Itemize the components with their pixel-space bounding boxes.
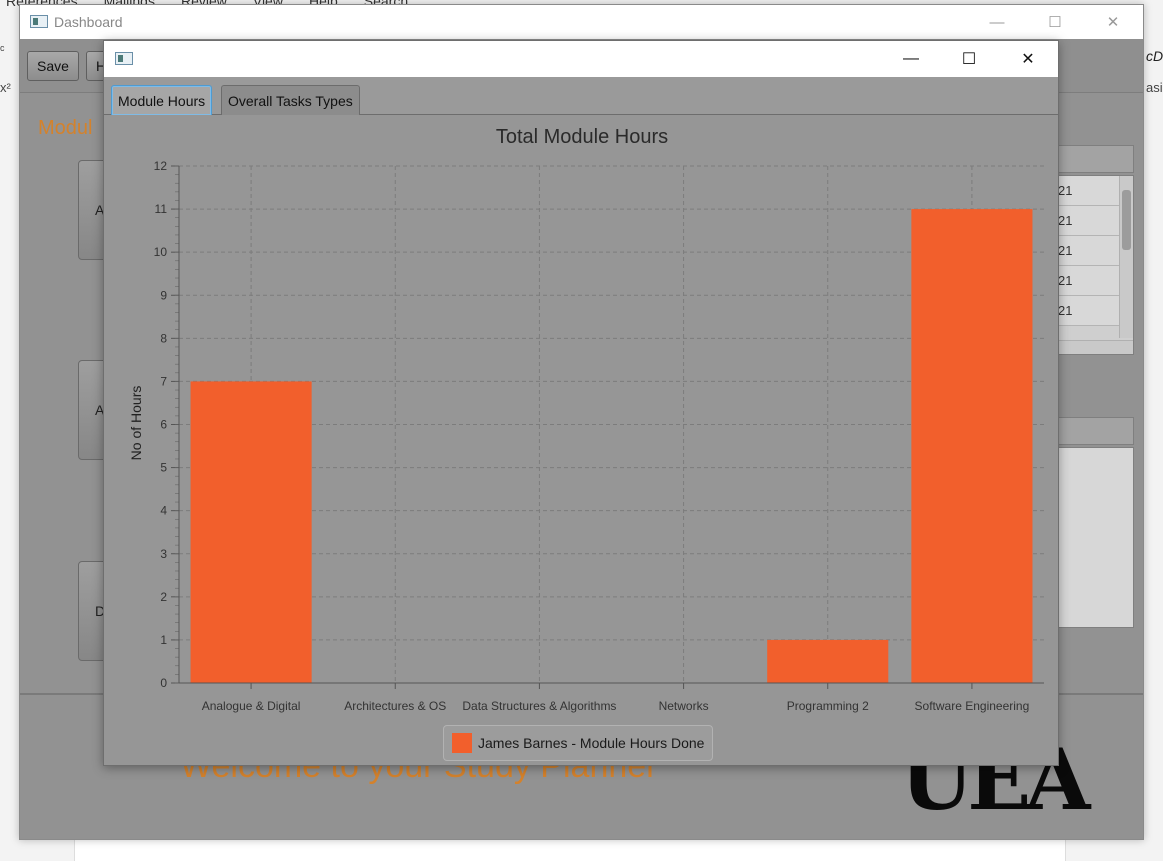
- legend-label: James Barnes - Module Hours Done: [478, 735, 704, 751]
- vertical-scrollbar[interactable]: [1119, 176, 1133, 338]
- x-tick-label: Networks: [659, 699, 709, 713]
- save-button[interactable]: Save: [27, 51, 79, 81]
- scrollbar-thumb[interactable]: [1122, 190, 1131, 250]
- y-tick-label: 3: [160, 547, 167, 561]
- module-table[interactable]: 21 21 21 21 21: [1057, 175, 1134, 355]
- bar-chart: Total Module Hours No of Hours 012345678…: [104, 116, 1058, 766]
- x-tick-label: Software Engineering: [915, 699, 1030, 713]
- bar: [767, 640, 888, 683]
- minimize-button[interactable]: —: [974, 5, 1020, 39]
- y-tick-label: 11: [155, 202, 168, 216]
- y-axis-label: No of Hours: [128, 386, 144, 461]
- background-text: asis: [1146, 80, 1163, 95]
- x-tick-label: Programming 2: [787, 699, 869, 713]
- y-tick-label: 7: [160, 374, 167, 388]
- dashboard-title: Dashboard: [54, 14, 123, 30]
- legend-swatch: [452, 733, 472, 753]
- y-tick-label: 8: [160, 331, 167, 345]
- x-tick-label: Architectures & OS: [344, 699, 446, 713]
- app-icon: [30, 15, 48, 28]
- list-panel[interactable]: [1057, 447, 1134, 628]
- close-button[interactable]: ✕: [1090, 5, 1136, 39]
- app-icon: [115, 52, 133, 65]
- minimize-button[interactable]: —: [882, 41, 940, 77]
- y-tick-label: 12: [154, 159, 168, 173]
- x-tick-label: Analogue & Digital: [202, 699, 301, 713]
- chart-title: Total Module Hours: [496, 126, 668, 148]
- x-axis: Analogue & Digital Architectures & OS Data…: [179, 683, 1044, 713]
- y-tick-label: 6: [160, 418, 167, 432]
- close-button[interactable]: ✕: [999, 41, 1057, 77]
- table-header: [1057, 145, 1134, 173]
- y-tick-label: 10: [154, 245, 168, 259]
- maximize-button[interactable]: ☐: [940, 41, 998, 77]
- chart-window-titlebar[interactable]: — ☐ ✕: [104, 41, 1058, 77]
- chart-legend: James Barnes - Module Hours Done: [443, 725, 713, 761]
- chart-window: — ☐ ✕ Module Hours Overall Tasks Types T…: [103, 40, 1059, 766]
- tab-bar: Module Hours Overall Tasks Types: [104, 77, 1058, 115]
- horizontal-scrollbar[interactable]: [1058, 340, 1133, 354]
- bar-series: [191, 209, 1033, 683]
- y-tick-label: 0: [160, 676, 167, 690]
- y-tick-label: 2: [160, 590, 167, 604]
- section-heading: Modul: [38, 117, 92, 140]
- maximize-button[interactable]: ☐: [1032, 5, 1078, 39]
- bar: [191, 381, 312, 683]
- y-tick-label: 9: [160, 288, 167, 302]
- y-tick-label: 4: [160, 504, 167, 518]
- y-tick-label: 5: [160, 461, 167, 475]
- background-text: cDo: [1146, 48, 1163, 64]
- list-header: [1057, 417, 1134, 445]
- tab-overall-tasks-types[interactable]: Overall Tasks Types: [221, 85, 360, 115]
- bar: [911, 209, 1032, 683]
- tab-module-hours[interactable]: Module Hours: [111, 85, 212, 115]
- background-text: ᶜ: [0, 42, 5, 57]
- x-tick-label: Data Structures & Algorithms: [462, 699, 616, 713]
- y-tick-label: 1: [160, 633, 167, 647]
- dashboard-titlebar[interactable]: Dashboard — ☐ ✕: [20, 5, 1143, 39]
- background-text: x²: [0, 80, 11, 95]
